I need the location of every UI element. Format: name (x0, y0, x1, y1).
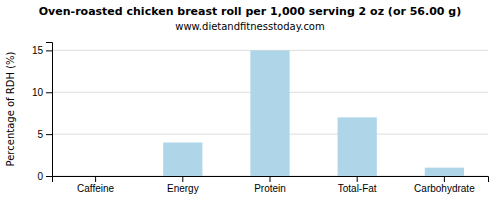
y-axis: 0 5 10 15 (32, 43, 53, 182)
x-tick: Caffeine (77, 176, 115, 194)
bar (163, 143, 202, 177)
plot: 0 5 10 15 Caffeine Energy Protein Total-Fat Carb… (32, 43, 489, 195)
y-tick-mark (46, 50, 52, 51)
y-tick-label: 0 (37, 171, 43, 182)
x-tick-label: Protein (254, 183, 286, 194)
x-tick-mark (357, 176, 358, 182)
x-tick-label: Carbohydrate (414, 183, 475, 194)
bar (76, 176, 115, 177)
chart: Oven-roasted chicken breast roll per 1,0… (0, 0, 500, 200)
y-tick-mark (46, 176, 52, 177)
y-tick: 15 (32, 45, 52, 56)
grid (52, 50, 488, 176)
x-tick: Carbohydrate (414, 176, 475, 194)
title: Oven-roasted chicken breast roll per 1,0… (39, 5, 461, 18)
y-tick-mark (46, 92, 52, 93)
y-tick-mark (46, 134, 52, 135)
y-tick: 0 (37, 171, 52, 182)
y-tick: 5 (37, 129, 52, 140)
x-tick-mark (95, 176, 96, 182)
y-axis-title: Percentage of RDH (%) (5, 51, 16, 166)
y-axis-line (46, 43, 53, 177)
x-tick: Energy (167, 176, 199, 194)
x-tick: Protein (254, 176, 286, 194)
y-tick-label: 15 (32, 45, 44, 56)
bar (425, 168, 464, 176)
y-tick-label: 5 (37, 129, 43, 140)
x-tick: Total-Fat (338, 176, 377, 194)
y-tick: 10 (32, 87, 52, 98)
subtitle: www.dietandfitnesstoday.com (175, 21, 324, 32)
x-tick-label: Energy (167, 183, 199, 194)
bars (163, 50, 464, 176)
x-tick-mark (444, 176, 445, 182)
y-tick-label: 10 (32, 87, 44, 98)
bar (338, 117, 377, 176)
x-tick-mark (182, 176, 183, 182)
x-tick-mark (270, 176, 271, 182)
x-tick-label: Total-Fat (338, 183, 377, 194)
x-axis: Caffeine Energy Protein Total-Fat Carbohydra… (53, 176, 489, 194)
x-tick-label: Caffeine (77, 183, 115, 194)
x-axis-line (53, 177, 489, 183)
bar (250, 50, 289, 176)
